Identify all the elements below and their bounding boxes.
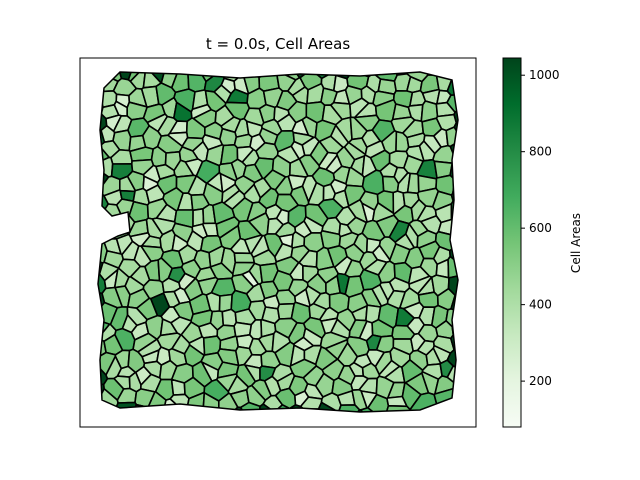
cell: [360, 407, 379, 412]
cell: [317, 401, 341, 412]
cell: [219, 127, 238, 147]
cell: [406, 172, 420, 195]
tissue-outline: [97, 71, 459, 413]
cell: [381, 175, 400, 194]
cell: [449, 326, 458, 358]
cell: [115, 401, 138, 412]
cell-tessellation: [98, 72, 458, 412]
colorbar-label: Cell Areas: [569, 213, 583, 273]
colorbar-tick-label: 200: [529, 374, 552, 388]
colorbar-tick-label: 1000: [529, 68, 560, 82]
chart-title: t = 0.0s, Cell Areas: [206, 35, 351, 53]
colorbar-ticks: 200 400 600 800 1000: [521, 68, 560, 388]
cell: [170, 378, 186, 396]
colorbar-tick-label: 800: [529, 145, 552, 159]
cell: [255, 403, 283, 412]
cell: [167, 131, 189, 147]
cell: [273, 403, 291, 412]
colorbar-tick-label: 600: [529, 221, 552, 235]
cell: [233, 133, 253, 149]
cell: [221, 308, 238, 327]
cell: [226, 406, 261, 412]
colorbar-tick-label: 400: [529, 298, 552, 312]
cell: [327, 408, 379, 412]
cell: [135, 297, 159, 321]
colorbar: [502, 57, 522, 428]
cell: [215, 373, 238, 393]
